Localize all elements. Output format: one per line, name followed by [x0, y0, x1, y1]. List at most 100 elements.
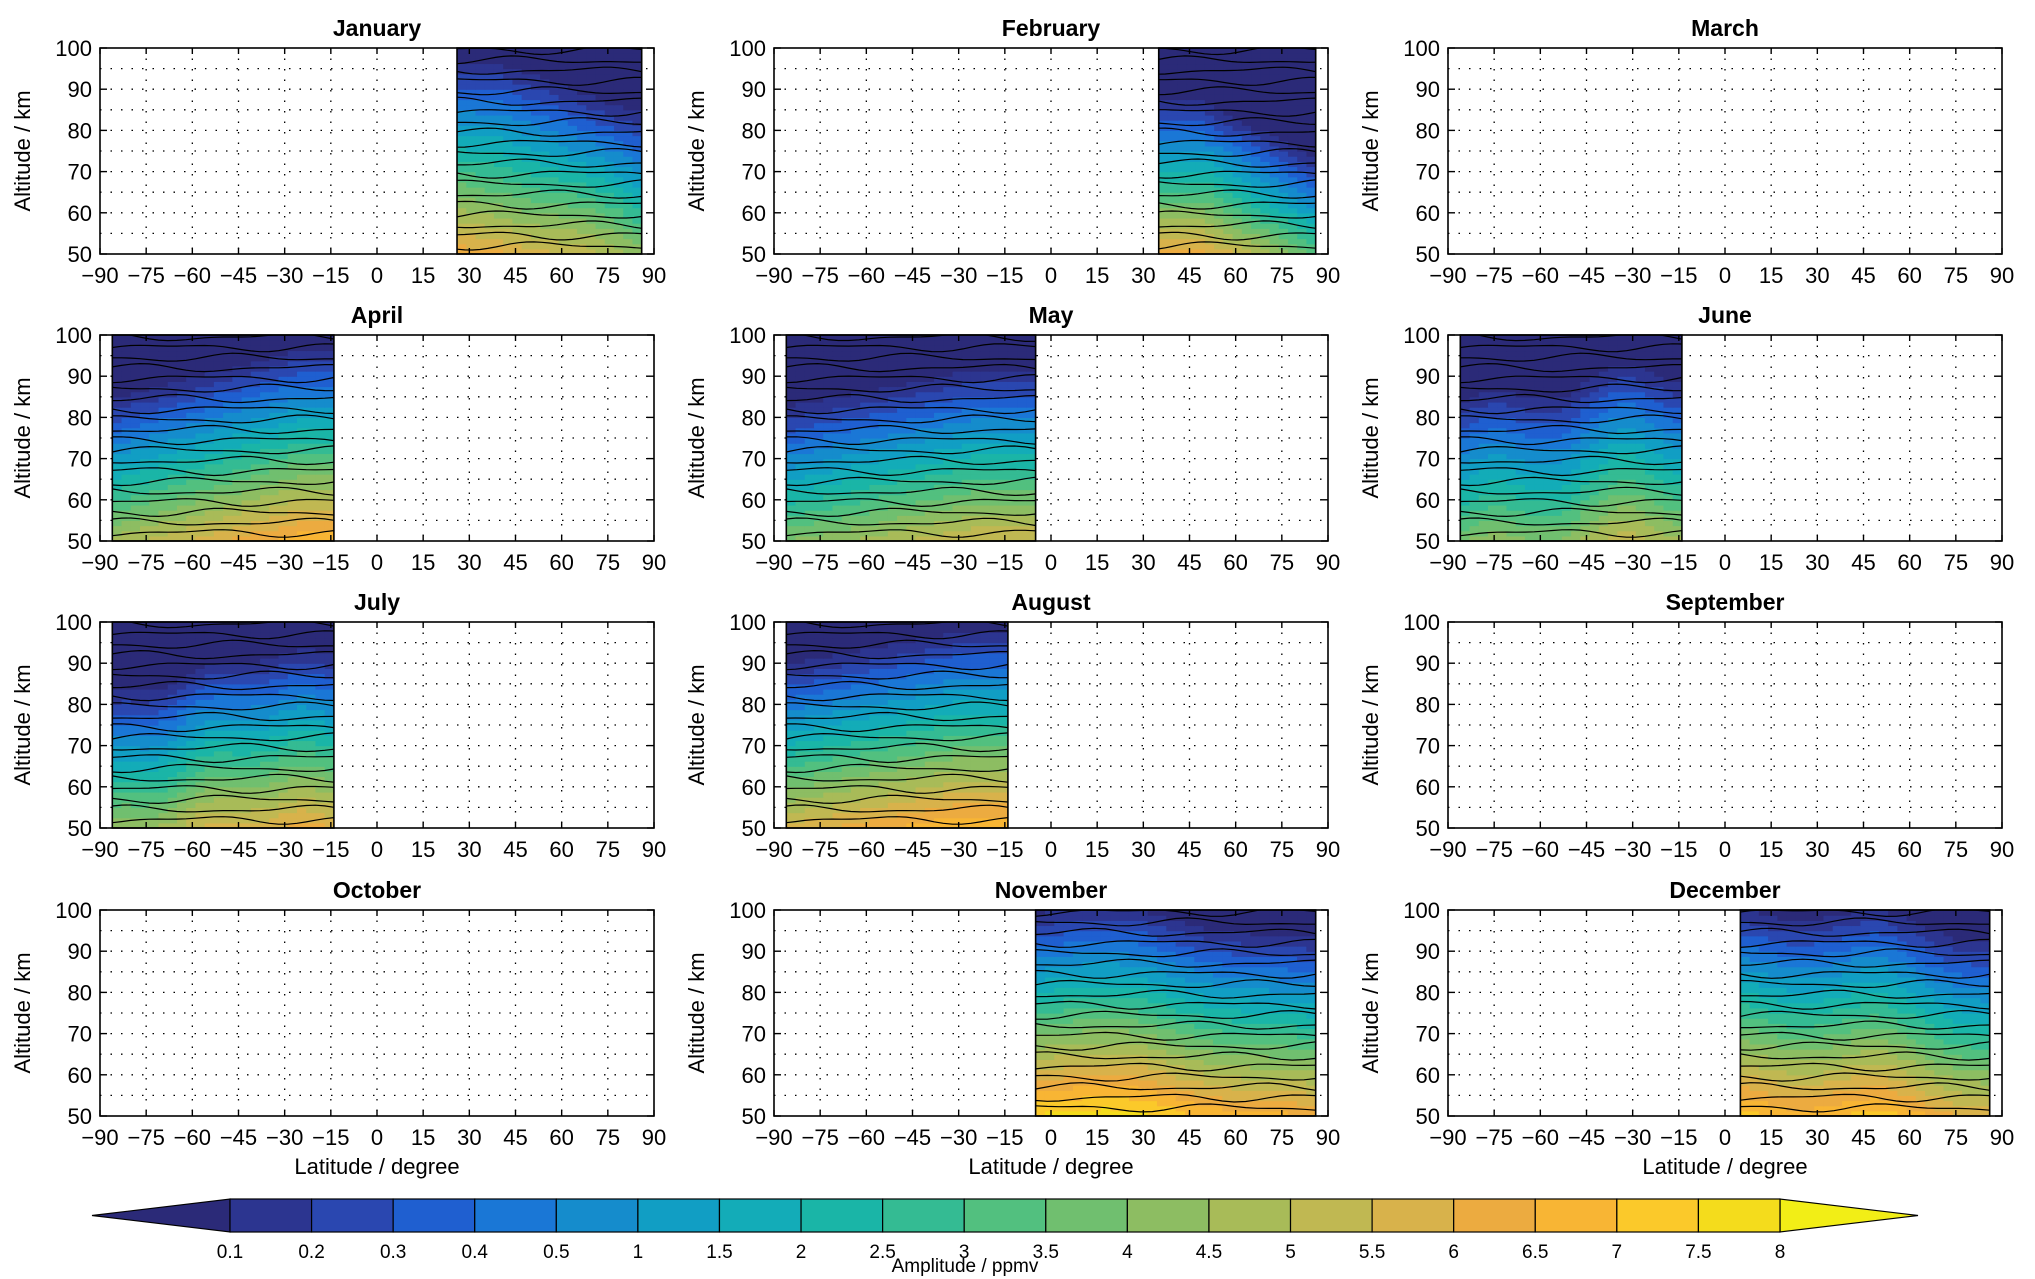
- field-cell: [1204, 187, 1215, 193]
- field-cell: [287, 520, 298, 527]
- x-tick-label: −75: [802, 263, 839, 288]
- field-cell: [1158, 145, 1169, 152]
- field-cell: [503, 187, 514, 193]
- field-cell: [897, 515, 907, 521]
- field-cell: [1626, 345, 1637, 352]
- field-cell: [878, 484, 889, 491]
- field-cell: [1223, 114, 1234, 121]
- field-cell: [970, 417, 981, 424]
- field-cell: [623, 166, 634, 173]
- field-cell: [1598, 484, 1609, 491]
- field-cell: [1017, 515, 1027, 521]
- field-cell: [1260, 109, 1271, 116]
- field-cell: [112, 479, 123, 485]
- field-cell: [1186, 104, 1197, 111]
- field-cell: [1260, 84, 1271, 90]
- field-cell: [558, 161, 569, 168]
- field-cell: [623, 63, 634, 70]
- field-cell: [140, 412, 150, 418]
- field-cell: [595, 89, 606, 95]
- field-cell: [250, 432, 261, 439]
- field-cell: [213, 350, 224, 357]
- field-cell: [1506, 438, 1517, 444]
- field-cell: [804, 535, 815, 541]
- field-cell: [915, 474, 926, 480]
- field-cell: [213, 479, 224, 485]
- field-cell: [1672, 401, 1683, 408]
- field-cell: [232, 391, 243, 398]
- field-cell: [1251, 161, 1261, 168]
- field-cell: [232, 499, 243, 506]
- x-tick-label: −30: [940, 550, 977, 575]
- field-cell: [814, 422, 824, 429]
- field-cell: [860, 360, 871, 367]
- field-cell: [795, 458, 806, 465]
- field-cell: [484, 243, 495, 250]
- field-cell: [1663, 345, 1674, 352]
- field-cell: [1598, 335, 1609, 341]
- field-cell: [924, 474, 935, 480]
- field-cell: [1571, 484, 1581, 491]
- field-cell: [167, 360, 178, 367]
- field-cell: [176, 484, 187, 491]
- field-cell: [989, 484, 1000, 491]
- field-cell: [878, 350, 889, 357]
- field-cell: [1269, 192, 1280, 198]
- field-cell: [1497, 504, 1508, 511]
- field-cell: [1488, 468, 1498, 475]
- field-cell: [1598, 355, 1609, 362]
- field-cell: [1297, 130, 1308, 137]
- field-cell: [1654, 499, 1665, 506]
- field-cell: [814, 417, 824, 424]
- field-cell: [260, 489, 270, 496]
- field-cell: [924, 484, 935, 491]
- field-cell: [121, 371, 132, 377]
- field-cell: [1297, 73, 1308, 80]
- field-cell: [980, 335, 991, 341]
- field-cell: [943, 360, 954, 367]
- field-cell: [1469, 412, 1480, 418]
- field-cell: [530, 202, 541, 209]
- field-cell: [1635, 340, 1646, 346]
- field-cell: [795, 520, 806, 527]
- field-cell: [1663, 510, 1674, 516]
- field-cell: [1017, 443, 1027, 449]
- field-cell: [167, 355, 178, 362]
- field-cell: [176, 443, 187, 449]
- field-cell: [121, 407, 132, 413]
- field-cell: [1663, 432, 1674, 439]
- field-cell: [613, 202, 624, 209]
- field-cell: [632, 238, 643, 245]
- field-cell: [1241, 140, 1252, 147]
- y-tick-label: 60: [742, 201, 766, 226]
- field-cell: [952, 396, 963, 403]
- field-cell: [795, 345, 806, 352]
- field-cell: [924, 489, 935, 496]
- field-cell: [503, 212, 514, 219]
- field-cell: [540, 238, 550, 245]
- field-cell: [1278, 248, 1289, 254]
- field-cell: [204, 350, 215, 357]
- field-cell: [632, 104, 643, 111]
- field-cell: [1223, 161, 1234, 168]
- field-cell: [814, 510, 824, 516]
- field-cell: [278, 365, 289, 372]
- field-cell: [158, 422, 169, 429]
- field-cell: [158, 365, 169, 372]
- field-cell: [1158, 166, 1169, 173]
- field-cell: [140, 525, 150, 532]
- field-cell: [878, 520, 889, 527]
- field-cell: [1608, 438, 1618, 444]
- field-cell: [1017, 432, 1027, 439]
- field-cell: [1287, 207, 1298, 214]
- field-cell: [1460, 355, 1471, 362]
- field-cell: [814, 489, 824, 496]
- field-cell: [1635, 335, 1646, 341]
- field-cell: [296, 365, 307, 372]
- field-cell: [1478, 432, 1489, 439]
- field-cell: [1497, 365, 1508, 372]
- field-cell: [961, 340, 972, 346]
- field-cell: [869, 365, 880, 372]
- field-cell: [1223, 192, 1234, 198]
